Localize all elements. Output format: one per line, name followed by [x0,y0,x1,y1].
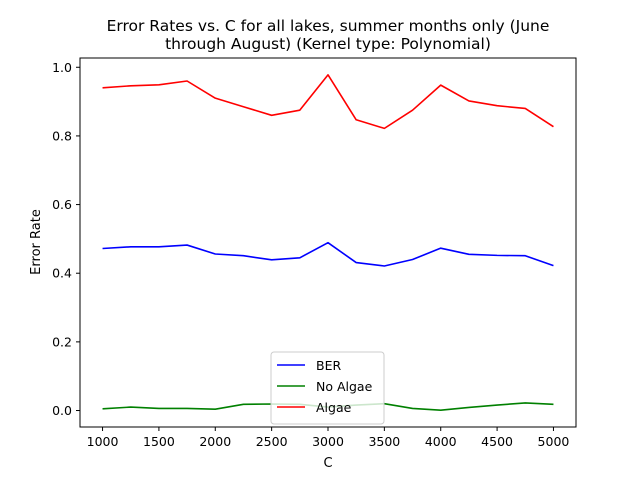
x-tick-label: 2500 [256,434,288,449]
legend-frame [270,351,385,425]
y-tick-label: 0.0 [52,403,72,418]
x-tick-label: 3000 [312,434,344,449]
y-tick-label: 0.6 [52,197,72,212]
series-line-algae [102,74,554,130]
legend-label-ber: BER [316,358,341,373]
x-tick-label: 1500 [143,434,175,449]
chart-title-line-2: through August) (Kernel type: Polynomial… [165,35,491,53]
x-tick-label: 5000 [538,434,570,449]
y-tick-label: 0.2 [52,334,72,349]
plot-frame [79,57,577,428]
legend-label-no-algae: No Algae [316,379,373,394]
x-tick-label: 3500 [368,434,400,449]
x-tick-label: 4500 [481,434,513,449]
series-line-ber [102,241,554,267]
x-tick-label: 4000 [425,434,457,449]
legend: BER No Algae Algae [270,351,385,425]
y-tick-label: 1.0 [52,60,72,75]
y-tick-label: 0.8 [52,128,72,143]
x-tick-label: 2000 [199,434,231,449]
y-axis-label: Error Rate [29,209,44,275]
x-tick-label: 1000 [87,434,119,449]
x-axis-label: C [323,456,332,471]
y-tick-label: 0.4 [52,266,72,281]
legend-label-algae: Algae [316,400,352,415]
tick-layer: 1000 1500 2000 2500 3000 3500 4000 4500 5000 0.0 0… [52,60,569,449]
chart-title-line-1: Error Rates vs. C for all lakes, summer … [107,17,550,35]
